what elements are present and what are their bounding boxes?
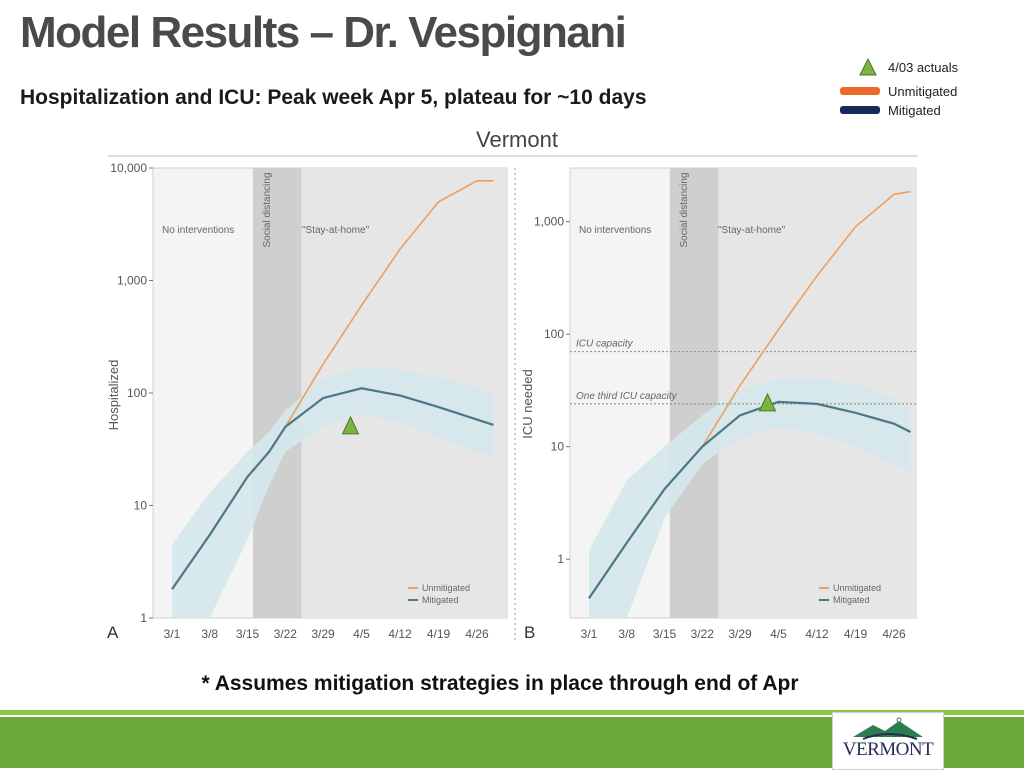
x-tick-label: 3/15 <box>236 627 260 641</box>
legend-label-unmitigated: Unmitigated <box>888 84 958 99</box>
inner-legend-label: Unmitigated <box>422 583 470 593</box>
panel-icu: 1 10 100 1,000 ICU needed 3/1 3/8 3/15 3/22 3/29 4… <box>520 167 917 642</box>
vermont-logo: VERMONT <box>832 712 944 770</box>
slide-title: Model Results – Dr. Vespignani <box>20 8 627 57</box>
uncertainty-band <box>589 378 911 618</box>
actuals-marker <box>341 415 360 435</box>
y-tick-label: 10 <box>134 499 148 513</box>
y-tick-label: 1,000 <box>534 215 564 229</box>
x-tick-label: 3/22 <box>691 627 715 641</box>
x-tick-label: 3/8 <box>618 627 635 641</box>
chart-title: Vermont <box>476 127 558 152</box>
x-tick-label: 3/29 <box>728 627 752 641</box>
triangle-icon <box>859 58 877 76</box>
x-tick-label: 3/1 <box>164 627 181 641</box>
actuals-marker <box>758 392 777 412</box>
phase-label-no-interventions: No interventions <box>579 225 651 236</box>
inner-legend-label: Mitigated <box>833 595 870 605</box>
social-distancing-shade <box>669 168 719 618</box>
x-tick-label: 4/19 <box>427 627 451 641</box>
reference-line-label: One third ICU capacity <box>576 391 678 402</box>
y-tick-label: 10 <box>551 440 565 454</box>
x-tick-label: 4/12 <box>388 627 412 641</box>
x-tick-label: 4/5 <box>770 627 787 641</box>
series-line-mitigated <box>588 400 911 599</box>
y-tick-label: 100 <box>544 327 564 341</box>
slide-subtitle: Hospitalization and ICU: Peak week Apr 5… <box>20 86 647 109</box>
x-tick-label: 4/12 <box>805 627 829 641</box>
series-line-mitigated <box>171 387 494 590</box>
y-tick-label: 100 <box>127 386 147 400</box>
inner-legend-label: Mitigated <box>422 595 459 605</box>
x-tick-label: 4/5 <box>353 627 370 641</box>
inner-legend-label: Unmitigated <box>833 583 881 593</box>
x-tick-label: 3/22 <box>274 627 298 641</box>
x-tick-label: 3/29 <box>311 627 335 641</box>
y-tick-label: 1 <box>557 552 564 566</box>
phase-label-social-distancing: Social distancing <box>679 172 690 247</box>
x-tick-label: 3/1 <box>581 627 598 641</box>
x-tick-label: 3/15 <box>653 627 677 641</box>
reference-line-label: ICU capacity <box>576 339 634 350</box>
phase-label-no-interventions: No interventions <box>162 225 234 236</box>
chart-figure: Vermont 1 10 100 1,000 10,000 Hospitalized 3/1… <box>106 127 918 642</box>
unmitigated-swatch <box>840 87 880 95</box>
legend-item-unmitigated: Unmitigated <box>838 84 1018 102</box>
panel-label: A <box>107 623 119 642</box>
mitigated-swatch <box>840 106 880 114</box>
x-tick-label: 4/26 <box>882 627 906 641</box>
legend-item-mitigated: Mitigated <box>838 103 1018 121</box>
phase-label-stay-at-home: "Stay-at-home" <box>718 225 786 236</box>
footer-accent-line <box>0 710 1024 715</box>
phase-label-social-distancing: Social distancing <box>262 172 273 247</box>
x-tick-label: 3/8 <box>201 627 218 641</box>
logo-text: VERMONT <box>842 739 934 760</box>
legend-item-actuals: 4/03 actuals <box>838 58 1018 78</box>
y-tick-label: 1 <box>140 611 147 625</box>
panel-hospitalized: 1 10 100 1,000 10,000 Hospitalized 3/1 3/8 3/15 3… <box>106 161 508 642</box>
social-distancing-shade <box>252 168 302 618</box>
y-tick-label: 10,000 <box>110 161 147 175</box>
legend-label-mitigated: Mitigated <box>888 103 941 118</box>
y-axis-label: ICU needed <box>520 369 535 438</box>
footnote: * Assumes mitigation strategies in place… <box>201 672 799 695</box>
legend-label-actuals: 4/03 actuals <box>888 60 959 75</box>
x-tick-label: 4/26 <box>465 627 489 641</box>
phase-label-stay-at-home: "Stay-at-home" <box>302 225 370 236</box>
x-tick-label: 4/19 <box>844 627 868 641</box>
y-tick-label: 1,000 <box>117 274 147 288</box>
panel-label: B <box>524 623 535 642</box>
y-axis-label: Hospitalized <box>106 360 121 431</box>
mountain-icon <box>853 717 923 740</box>
